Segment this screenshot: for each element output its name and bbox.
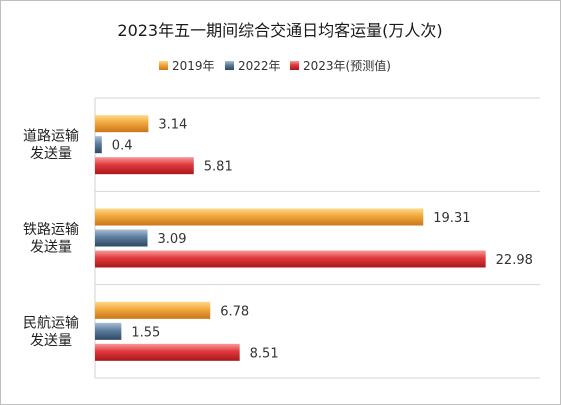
data-label-rail-2019: 19.31 <box>433 211 470 226</box>
data-label-road-2022: 0.4 <box>112 139 133 154</box>
bar-road-2022 <box>95 136 102 154</box>
category-label-line: 发送量 <box>30 240 72 256</box>
legend-swatch-2022 <box>225 61 234 70</box>
category-label-line: 道路运输 <box>23 129 79 145</box>
category-label-line: 发送量 <box>30 333 72 349</box>
chart-title: 2023年五一期间综合交通日均客运量(万人次) <box>117 21 442 40</box>
bar-rail-2023 <box>95 250 486 268</box>
legend-label-2023: 2023年(预测值) <box>303 58 391 73</box>
plot-area: 道路运输发送量3.140.45.81铁路运输发送量19.313.0922.98民… <box>23 97 540 379</box>
category-label-line: 民航运输 <box>23 315 79 331</box>
data-label-rail-2023: 22.98 <box>496 253 533 268</box>
data-label-road-2019: 3.14 <box>158 118 187 133</box>
data-label-air-2022: 1.55 <box>131 325 160 340</box>
category-label-air: 民航运输发送量 <box>23 315 79 349</box>
legend-label-2019: 2019年 <box>172 59 215 73</box>
data-label-air-2019: 6.78 <box>220 304 249 319</box>
bar-rail-2022 <box>95 229 148 247</box>
category-label-line: 发送量 <box>30 146 72 162</box>
legend-label-2022: 2022年 <box>238 59 281 73</box>
legend-swatch-2023 <box>290 61 299 70</box>
category-label-line: 铁路运输 <box>23 222 79 238</box>
bar-rail-2019 <box>95 208 424 226</box>
category-label-road: 道路运输发送量 <box>23 129 79 163</box>
bar-air-2022 <box>95 322 122 340</box>
category-label-rail: 铁路运输发送量 <box>23 222 79 256</box>
data-label-air-2023: 8.51 <box>250 346 279 361</box>
bar-road-2023 <box>95 157 194 175</box>
legend: 2019年 2022年 2023年(预测值) <box>159 58 391 73</box>
data-label-rail-2022: 3.09 <box>158 232 187 247</box>
data-label-road-2023: 5.81 <box>204 160 233 175</box>
legend-swatch-2019 <box>159 61 168 70</box>
bar-road-2019 <box>95 115 149 133</box>
bar-air-2023 <box>95 343 240 361</box>
bar-air-2019 <box>95 301 211 319</box>
